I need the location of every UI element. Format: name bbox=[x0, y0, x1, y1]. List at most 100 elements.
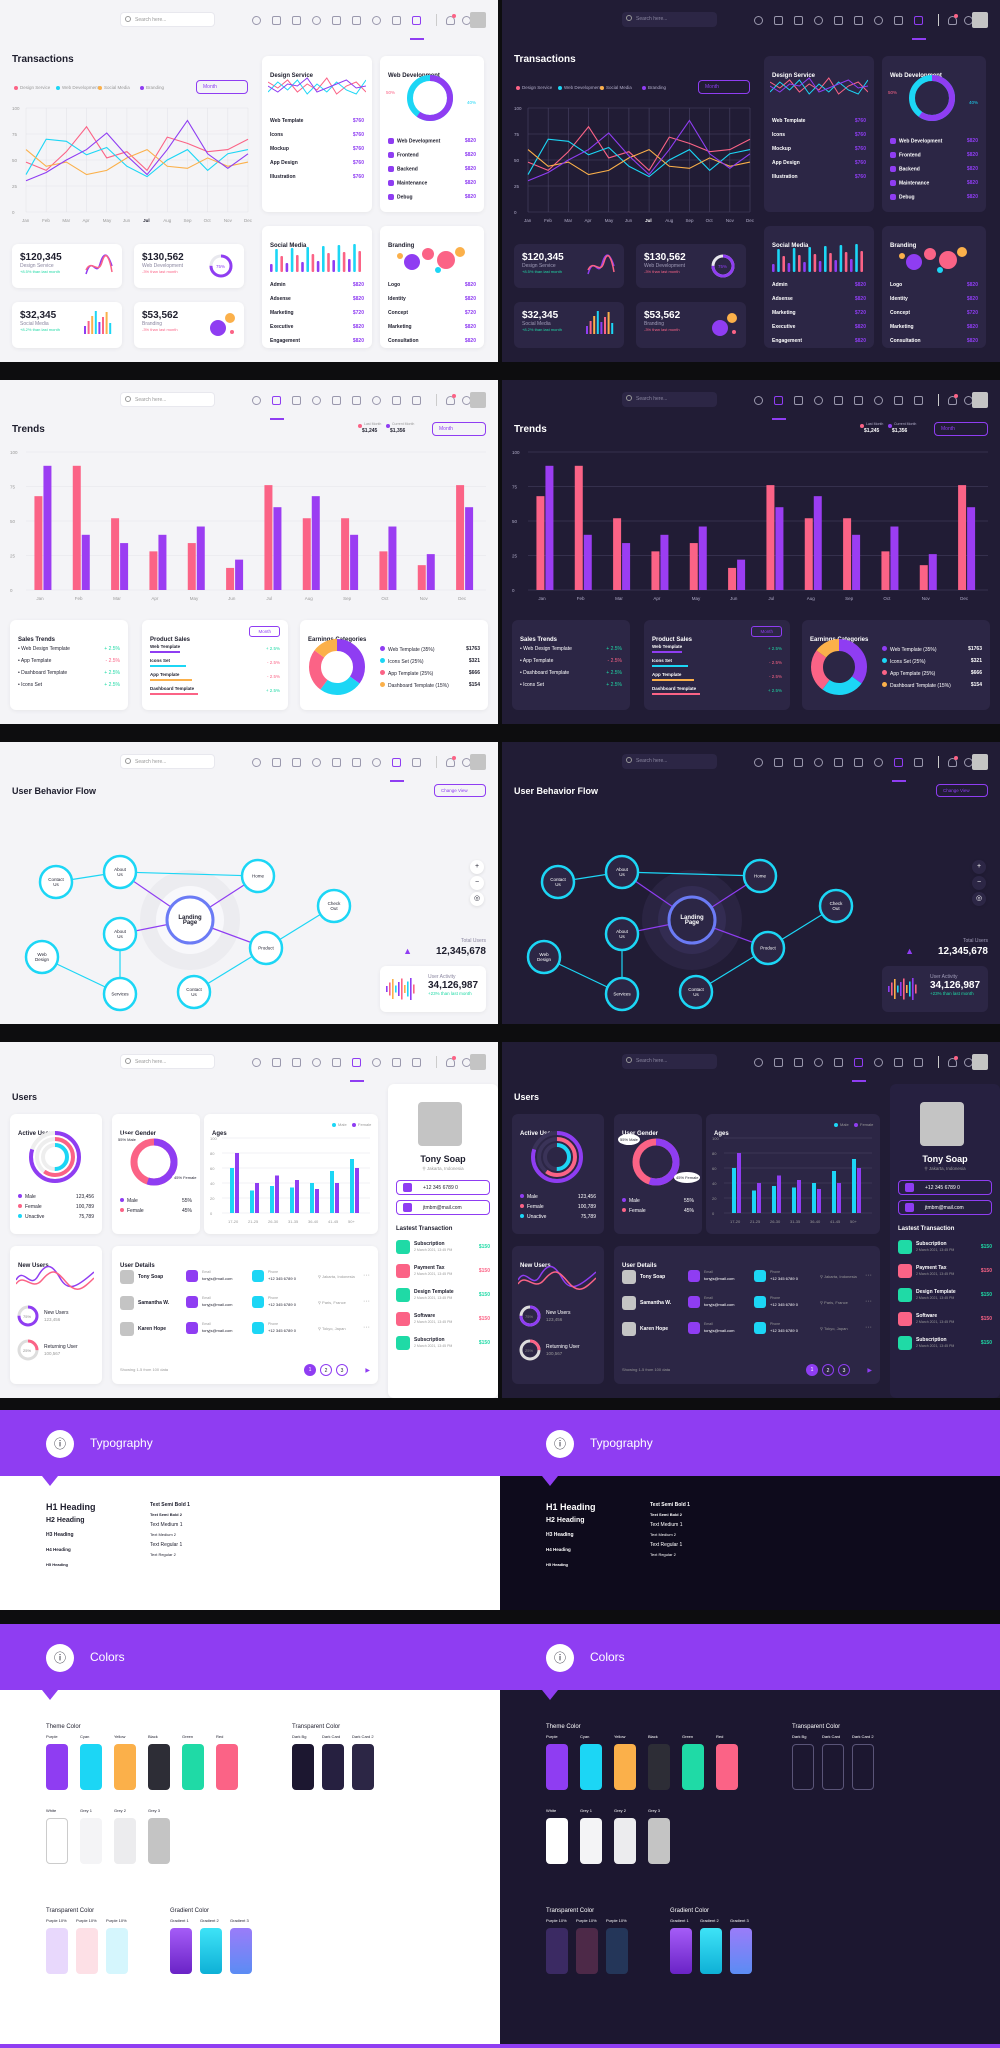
nav-target-icon[interactable] bbox=[914, 16, 923, 25]
zoom-in-button[interactable]: + bbox=[972, 860, 986, 874]
nav-flow-icon[interactable] bbox=[372, 758, 381, 767]
nav-globe-icon[interactable] bbox=[252, 16, 261, 25]
nav-target-icon[interactable] bbox=[914, 1058, 923, 1067]
nav-transfer-icon[interactable] bbox=[392, 396, 401, 405]
nav-transfer-icon[interactable] bbox=[894, 758, 903, 767]
change-view-dropdown[interactable]: Change View bbox=[936, 784, 988, 797]
nav-alert-icon[interactable] bbox=[794, 1058, 803, 1067]
nav-document-icon[interactable] bbox=[814, 758, 823, 767]
period-dropdown[interactable]: Month bbox=[196, 80, 248, 94]
search-input[interactable]: Search here... bbox=[120, 1054, 215, 1069]
page-button[interactable]: 2 bbox=[320, 1364, 332, 1376]
next-page-button[interactable]: ▶ bbox=[867, 1368, 872, 1374]
page-button[interactable]: 1 bbox=[304, 1364, 316, 1376]
nav-share-icon[interactable] bbox=[854, 396, 863, 405]
zoom-out-button[interactable]: − bbox=[972, 876, 986, 890]
locate-button[interactable]: ◎ bbox=[972, 892, 986, 906]
bell-icon[interactable] bbox=[948, 1058, 957, 1067]
nav-user-icon[interactable] bbox=[332, 1058, 341, 1067]
nav-user-icon[interactable] bbox=[834, 758, 843, 767]
page-button[interactable]: 2 bbox=[822, 1364, 834, 1376]
nav-target-icon[interactable] bbox=[412, 1058, 421, 1067]
nav-share-icon[interactable] bbox=[352, 396, 361, 405]
nav-user-icon[interactable] bbox=[332, 758, 341, 767]
nav-flow-icon[interactable] bbox=[874, 396, 883, 405]
nav-chart-icon[interactable] bbox=[272, 396, 281, 405]
nav-alert-icon[interactable] bbox=[794, 16, 803, 25]
nav-alert-icon[interactable] bbox=[794, 396, 803, 405]
nav-document-icon[interactable] bbox=[814, 396, 823, 405]
nav-globe-icon[interactable] bbox=[754, 758, 763, 767]
nav-alert-icon[interactable] bbox=[794, 758, 803, 767]
nav-chart-icon[interactable] bbox=[774, 16, 783, 25]
nav-chart-icon[interactable] bbox=[272, 16, 281, 25]
nav-transfer-icon[interactable] bbox=[894, 16, 903, 25]
nav-flow-icon[interactable] bbox=[372, 396, 381, 405]
nav-share-icon[interactable] bbox=[854, 758, 863, 767]
nav-globe-icon[interactable] bbox=[252, 1058, 261, 1067]
search-input[interactable]: Search here... bbox=[622, 12, 717, 27]
zoom-in-button[interactable]: + bbox=[470, 860, 484, 874]
email-button[interactable]: jtmbm@mail.com bbox=[898, 1200, 992, 1215]
nav-alert-icon[interactable] bbox=[292, 1058, 301, 1067]
page-button[interactable]: 3 bbox=[838, 1364, 850, 1376]
nav-transfer-icon[interactable] bbox=[392, 16, 401, 25]
bell-icon[interactable] bbox=[948, 396, 957, 405]
more-icon[interactable]: ··· bbox=[865, 1324, 872, 1331]
nav-document-icon[interactable] bbox=[312, 758, 321, 767]
page-button[interactable]: 3 bbox=[336, 1364, 348, 1376]
nav-target-icon[interactable] bbox=[412, 16, 421, 25]
more-icon[interactable]: ··· bbox=[865, 1298, 872, 1305]
nav-user-icon[interactable] bbox=[834, 396, 843, 405]
page-button[interactable]: 1 bbox=[806, 1364, 818, 1376]
search-input[interactable]: Search here... bbox=[622, 754, 717, 769]
nav-flow-icon[interactable] bbox=[874, 758, 883, 767]
zoom-out-button[interactable]: − bbox=[470, 876, 484, 890]
nav-globe-icon[interactable] bbox=[754, 1058, 763, 1067]
month-dropdown[interactable]: Month bbox=[751, 626, 782, 637]
search-input[interactable]: Search here... bbox=[622, 392, 717, 407]
bell-icon[interactable] bbox=[948, 16, 957, 25]
nav-flow-icon[interactable] bbox=[874, 16, 883, 25]
nav-flow-icon[interactable] bbox=[372, 1058, 381, 1067]
nav-chart-icon[interactable] bbox=[272, 1058, 281, 1067]
user-avatar[interactable] bbox=[972, 12, 988, 28]
nav-share-icon[interactable] bbox=[854, 1058, 863, 1067]
bell-icon[interactable] bbox=[446, 758, 455, 767]
more-icon[interactable]: ··· bbox=[363, 1272, 370, 1279]
bell-icon[interactable] bbox=[446, 1058, 455, 1067]
user-avatar[interactable] bbox=[470, 12, 486, 28]
period-dropdown[interactable]: Month bbox=[934, 422, 988, 436]
phone-button[interactable]: +12 345 6789 0 bbox=[396, 1180, 490, 1195]
nav-user-icon[interactable] bbox=[834, 16, 843, 25]
nav-share-icon[interactable] bbox=[352, 16, 361, 25]
nav-alert-icon[interactable] bbox=[292, 758, 301, 767]
nav-user-icon[interactable] bbox=[332, 396, 341, 405]
more-icon[interactable]: ··· bbox=[363, 1298, 370, 1305]
search-input[interactable]: Search here... bbox=[120, 754, 215, 769]
user-avatar[interactable] bbox=[470, 392, 486, 408]
period-dropdown[interactable]: Month bbox=[432, 422, 486, 436]
search-input[interactable]: Search here... bbox=[120, 392, 215, 407]
nav-user-icon[interactable] bbox=[332, 16, 341, 25]
nav-target-icon[interactable] bbox=[914, 396, 923, 405]
period-dropdown[interactable]: Month bbox=[698, 80, 750, 94]
nav-alert-icon[interactable] bbox=[292, 16, 301, 25]
search-input[interactable]: Search here... bbox=[622, 1054, 717, 1069]
user-avatar[interactable] bbox=[972, 392, 988, 408]
nav-document-icon[interactable] bbox=[312, 1058, 321, 1067]
nav-document-icon[interactable] bbox=[814, 16, 823, 25]
user-avatar[interactable] bbox=[470, 1054, 486, 1070]
nav-document-icon[interactable] bbox=[312, 16, 321, 25]
bell-icon[interactable] bbox=[446, 396, 455, 405]
bell-icon[interactable] bbox=[948, 758, 957, 767]
nav-document-icon[interactable] bbox=[312, 396, 321, 405]
nav-transfer-icon[interactable] bbox=[894, 1058, 903, 1067]
email-button[interactable]: jtmbm@mail.com bbox=[396, 1200, 490, 1215]
nav-chart-icon[interactable] bbox=[774, 1058, 783, 1067]
nav-transfer-icon[interactable] bbox=[392, 758, 401, 767]
nav-globe-icon[interactable] bbox=[754, 396, 763, 405]
nav-chart-icon[interactable] bbox=[774, 758, 783, 767]
search-input[interactable]: Search here... bbox=[120, 12, 215, 27]
nav-flow-icon[interactable] bbox=[372, 16, 381, 25]
